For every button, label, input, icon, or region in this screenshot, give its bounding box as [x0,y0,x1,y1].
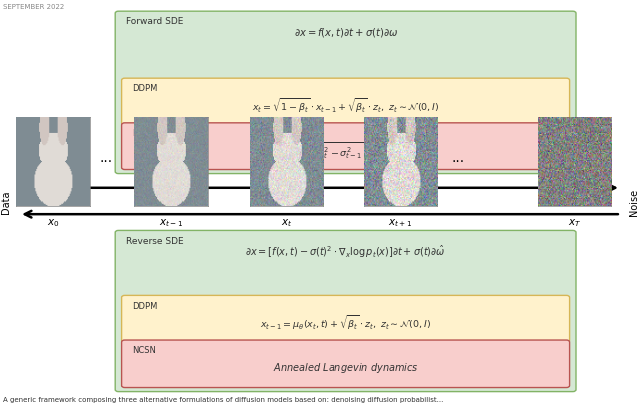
Text: DDPM: DDPM [132,301,158,310]
Text: $\partial x = [f(x,t)-\sigma(t)^2\cdot\nabla_x\log p_t(x)]\partial t + \sigma(t): $\partial x = [f(x,t)-\sigma(t)^2\cdot\n… [245,243,446,259]
Text: $x_t = \sqrt{1-\beta_t}\cdot x_{t-1} + \sqrt{\beta_t}\cdot z_t,\ z_t\sim\mathcal: $x_t = \sqrt{1-\beta_t}\cdot x_{t-1} + \… [252,96,439,115]
Text: $\partial x = f(x,t)\partial t + \sigma(t)\partial\omega$: $\partial x = f(x,t)\partial t + \sigma(… [294,26,397,39]
Text: Noise: Noise [628,188,639,215]
Text: DDPM: DDPM [132,84,158,93]
FancyBboxPatch shape [122,124,570,170]
Text: Data: Data [1,190,12,213]
Text: Reverse SDE: Reverse SDE [126,236,184,245]
Text: $x_{t+1}$: $x_{t+1}$ [388,217,412,228]
Text: SEPTEMBER 2022: SEPTEMBER 2022 [3,4,65,10]
Text: ···: ··· [99,155,112,169]
Text: NCSN: NCSN [132,345,156,354]
FancyBboxPatch shape [122,79,570,126]
Text: Forward SDE: Forward SDE [126,17,184,26]
Text: A generic framework composing three alternative formulations of diffusion models: A generic framework composing three alte… [3,396,444,402]
Text: $x_0$: $x_0$ [47,217,59,228]
Text: $x_t = x_{t-1} + \sqrt{\sigma_t^2 - \sigma_{t-1}^2}\cdot z_t,\ z_t\sim\mathcal{N: $x_t = x_{t-1} + \sqrt{\sigma_t^2 - \sig… [255,140,436,160]
FancyBboxPatch shape [115,231,576,392]
Text: $x_t$: $x_t$ [281,217,292,228]
Text: $x_{t-1} = \mu_\theta(x_t,t) + \sqrt{\beta_t}\cdot z_t,\ z_t\sim\mathcal{N}(0,I): $x_{t-1} = \mu_\theta(x_t,t) + \sqrt{\be… [260,313,431,331]
FancyBboxPatch shape [122,296,570,342]
Text: ···: ··· [451,155,464,169]
Text: $x_T$: $x_T$ [568,217,581,228]
Text: NCSN: NCSN [132,129,156,138]
FancyBboxPatch shape [115,12,576,174]
Text: $x_{t-1}$: $x_{t-1}$ [159,217,183,228]
Text: $\mathit{Annealed\ Langevin\ dynamics}$: $\mathit{Annealed\ Langevin\ dynamics}$ [273,360,419,374]
FancyBboxPatch shape [122,340,570,388]
